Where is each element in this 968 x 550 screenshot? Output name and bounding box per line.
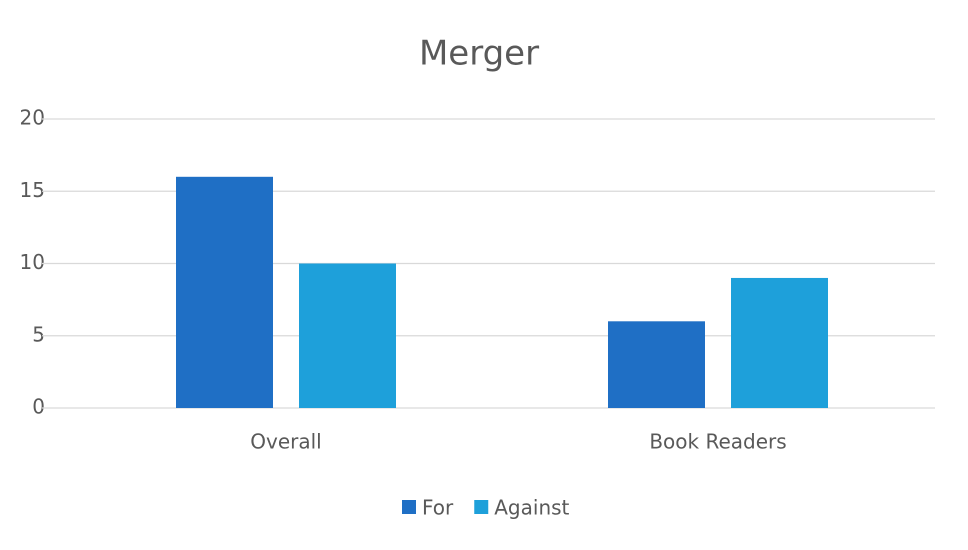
y-tick-label: 20 [20,106,45,130]
bar [731,277,828,408]
y-tick-label: 5 [32,322,45,346]
legend-swatch [402,500,416,514]
bar [299,263,396,408]
y-tick-label: 15 [20,178,45,202]
bar [176,176,273,408]
y-tick-label: 10 [20,250,45,274]
legend-swatch [474,500,489,514]
x-tick-label: Overall [250,430,321,454]
x-tick-label: Book Readers [649,430,786,454]
chart-title: Merger [419,34,539,74]
legend-label: Against [494,496,569,520]
legend-label: For [422,496,454,520]
bar [608,321,705,408]
y-tick-label: 0 [32,395,45,419]
